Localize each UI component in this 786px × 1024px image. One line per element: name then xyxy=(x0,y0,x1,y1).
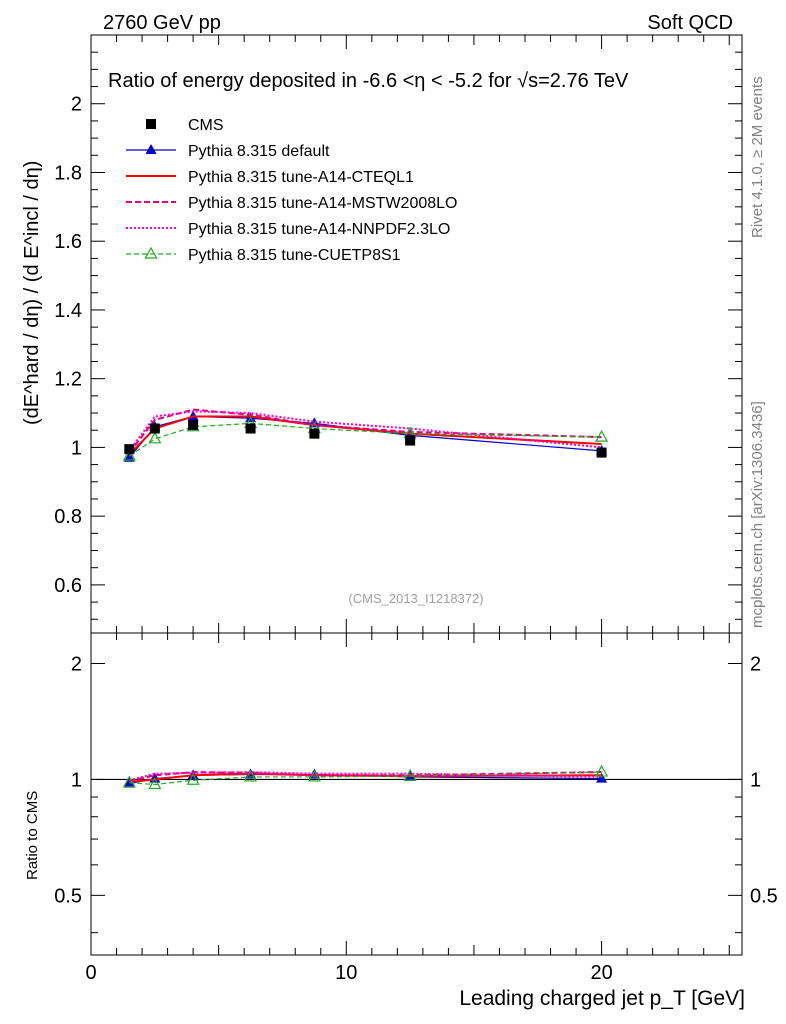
main-axis-ticks: 0.6 0.8 1 1.2 1.4 1.6 1.8 2 xyxy=(54,34,742,620)
x-axis-label: Leading charged jet p_T [GeV] xyxy=(459,987,745,1010)
x-tick-label: 10 xyxy=(335,962,357,984)
ratio-axis-ticks: 0.5 0.5 1 1 2 2 xyxy=(54,653,778,934)
ratio-y-tick-label-left: 0.5 xyxy=(54,885,82,907)
main-point-cuetp8s1 xyxy=(122,448,136,461)
ratio-y-axis-label: Ratio to CMS xyxy=(24,791,41,880)
ratio-y-tick-label-left: 1 xyxy=(71,769,82,791)
legend-label-default: Pythia 8.315 default xyxy=(188,143,330,160)
main-line-default xyxy=(128,415,602,459)
main-point-cms xyxy=(405,435,416,446)
ratio-plot-frame xyxy=(90,632,743,956)
x-axis-ticks: 0 10 20 xyxy=(85,35,730,984)
ratio-y-tick-label-left: 2 xyxy=(71,653,82,675)
main-title: Ratio of energy deposited in -6.6 <η < -… xyxy=(108,70,629,92)
ratio-point-cuetp8s1 xyxy=(595,764,609,777)
ratio-y-tick-label-right: 1 xyxy=(750,769,761,791)
ratio-point-default xyxy=(123,777,135,788)
legend-marker-cms xyxy=(146,119,156,129)
ratio-line-a14mstw xyxy=(129,771,602,783)
ratio-point-cuetp8s1 xyxy=(148,777,162,790)
main-y-tick-label: 1.2 xyxy=(54,369,82,391)
ratio-point-default xyxy=(596,772,608,783)
x-tick-label: 20 xyxy=(590,962,612,984)
ratio-point-cuetp8s1 xyxy=(122,775,136,788)
ratio-series-group xyxy=(122,764,609,790)
legend-label-a14nnpdf: Pythia 8.315 tune-A14-NNPDF2.3LO xyxy=(188,221,450,238)
analysis-watermark: (CMS_2013_I1218372) xyxy=(348,591,483,606)
main-y-axis-label: (dE^hard / dη) / (d E^incl / dη) xyxy=(21,161,43,425)
main-point-cuetp8s1 xyxy=(595,429,609,442)
x-tick-label: 0 xyxy=(85,962,96,984)
ratio-y-tick-label-right: 2 xyxy=(750,653,761,675)
main-point-cms xyxy=(309,428,320,439)
legend-marker-default xyxy=(145,144,157,154)
main-y-tick-label: 1 xyxy=(71,437,82,459)
main-y-tick-label: 1.4 xyxy=(54,300,82,322)
main-point-cuetp8s1 xyxy=(148,431,162,444)
main-point-cms xyxy=(188,420,199,431)
main-line-a14mstw xyxy=(128,408,602,454)
main-point-default xyxy=(123,451,135,462)
legend-label-a14mstw: Pythia 8.315 tune-A14-MSTW2008LO xyxy=(188,195,457,212)
legend-label-a14cteql: Pythia 8.315 tune-A14-CTEQL1 xyxy=(188,169,414,186)
header-right: Soft QCD xyxy=(647,12,733,34)
rivet-label: Rivet 4.1.0, ≥ 2M events xyxy=(749,76,766,238)
main-y-tick-label: 0.8 xyxy=(54,506,82,528)
main-y-tick-label: 0.6 xyxy=(54,575,82,597)
main-point-cms xyxy=(124,444,135,455)
ratio-point-cuetp8s1 xyxy=(244,769,258,782)
ratio-point-cuetp8s1 xyxy=(403,768,417,781)
main-point-cms xyxy=(149,423,160,434)
ratio-point-cuetp8s1 xyxy=(186,773,200,785)
ratio-point-cuetp8s1 xyxy=(307,769,321,782)
ratio-line-cuetp8s1 xyxy=(129,771,602,786)
mcplots-label: mcplots.cern.ch [arXiv:1306.3436] xyxy=(749,401,766,628)
main-y-tick-label: 1.6 xyxy=(54,231,82,253)
main-y-tick-label: 1.8 xyxy=(54,162,82,184)
ratio-line-a14nnpdf xyxy=(129,771,602,782)
main-point-cms xyxy=(596,447,607,458)
ratio-y-tick-label-right: 0.5 xyxy=(750,885,778,907)
main-point-cms xyxy=(245,423,256,434)
main-series-group xyxy=(122,408,609,462)
legend-marker-cuetp8s1 xyxy=(144,246,158,259)
header-left: 2760 GeV pp xyxy=(103,12,221,34)
legend: CMS Pythia 8.315 default Pythia 8.315 tune… xyxy=(126,117,457,264)
legend-label-cms: CMS xyxy=(188,117,224,134)
legend-label-cuetp8s1: Pythia 8.315 tune-CUETP8S1 xyxy=(188,247,401,264)
main-y-tick-label: 2 xyxy=(71,94,82,116)
main-line-cuetp8s1 xyxy=(128,422,602,457)
